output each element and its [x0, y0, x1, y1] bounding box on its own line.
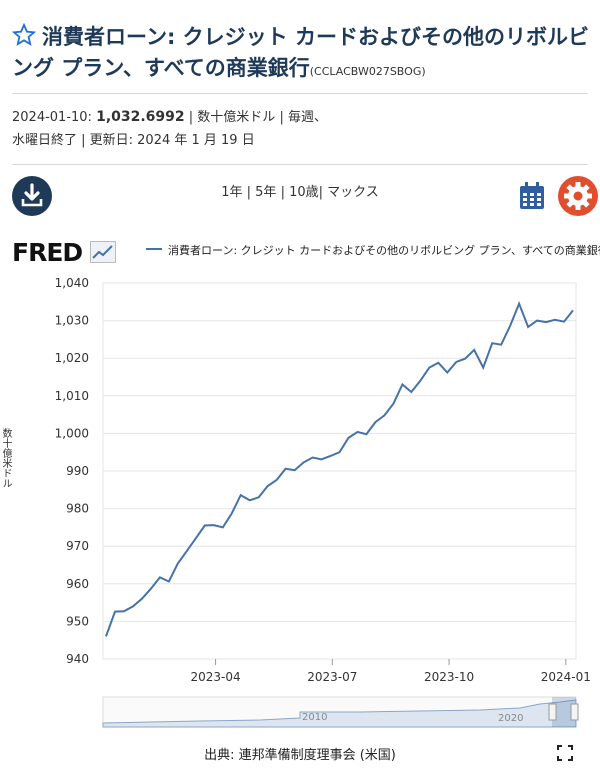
- observation-meta: 2024-01-10: 1,032.6992 | 数十億米ドル | 毎週、 水曜…: [12, 106, 572, 152]
- y-tick-label: 990: [66, 464, 89, 478]
- series-line: [105, 300, 574, 637]
- observation-value: 1,032.6992: [96, 109, 185, 125]
- star-outline-icon[interactable]: [12, 23, 36, 47]
- settings-button[interactable]: [558, 176, 598, 216]
- navigator-handle-right[interactable]: [570, 703, 579, 721]
- y-axis-label: 数十億米ドル: [0, 428, 11, 488]
- observation-date: 2024-01-10:: [12, 110, 92, 125]
- range-10y[interactable]: 10歳: [289, 185, 319, 200]
- units: | 数十億米ドル | 毎週、: [188, 110, 327, 125]
- legend-swatch: [146, 248, 162, 250]
- download-icon: [21, 183, 43, 207]
- chart-logo-icon: [89, 241, 116, 263]
- y-tick-label: 1,010: [55, 389, 89, 403]
- y-tick-label: 1,030: [55, 314, 89, 328]
- calendar-icon[interactable]: [519, 182, 545, 210]
- legend-label: 消費者ローン: クレジット カードおよびその他のリボルビング プラン、すべての商…: [168, 244, 600, 257]
- fred-graph: FRED 消費者ローン: クレジット カードおよびその他のリボルビング プラン、…: [0, 230, 600, 781]
- source-note: 出典: 連邦準備制度理事会 (米国): [204, 748, 396, 763]
- range-navigator[interactable]: 2010 2020: [102, 696, 579, 728]
- divider: [12, 164, 588, 165]
- fred-logo: FRED: [12, 238, 116, 267]
- y-tick-label: 960: [66, 577, 89, 591]
- range-5y[interactable]: 5年: [255, 185, 277, 200]
- series-id: (CCLACBW027SBOG): [309, 65, 426, 78]
- chart-legend: 消費者ローン: クレジット カードおよびその他のリボルビング プラン、すべての商…: [146, 242, 600, 258]
- navigator-label-2010: 2010: [302, 712, 327, 723]
- y-tick-label: 980: [66, 502, 89, 516]
- x-tick-label: 2023-04: [190, 670, 240, 684]
- y-tick-label: 1,020: [55, 351, 89, 365]
- fullscreen-icon[interactable]: [556, 744, 574, 762]
- gear-icon: [564, 182, 592, 210]
- title-text: 消費者ローン: クレジット カードおよびその他のリボルビング プラン、すべての商…: [12, 25, 589, 80]
- y-tick-label: 940: [66, 652, 89, 666]
- range-max[interactable]: マックス: [327, 185, 379, 200]
- y-tick-label: 970: [66, 539, 89, 553]
- x-tick-label: 2023-10: [424, 670, 474, 684]
- navigator-label-2020: 2020: [498, 713, 523, 724]
- x-tick-label: 2024-01: [541, 670, 591, 684]
- y-tick-label: 1,040: [55, 276, 89, 290]
- y-tick-label: 950: [66, 614, 89, 628]
- divider: [12, 93, 588, 94]
- series-title: 消費者ローン: クレジット カードおよびその他のリボルビング プラン、すべての商…: [12, 22, 592, 87]
- range-1y[interactable]: 1年: [221, 185, 243, 200]
- navigator-handle-left[interactable]: [548, 703, 557, 721]
- y-tick-label: 1,000: [55, 426, 89, 440]
- line-chart[interactable]: 940 950 960 970 980 990 1,000 1,010 1,020 1,030 1,…: [0, 230, 600, 745]
- frequency-updated: 水曜日終了 | 更新日: 2024 年 1 月 19 日: [12, 133, 255, 148]
- toolbar: 1年 | 5年 | 10歳| マックス: [0, 172, 600, 222]
- download-button[interactable]: [12, 176, 52, 216]
- date-range-selector: 1年 | 5年 | 10歳| マックス: [221, 185, 379, 200]
- x-tick-label: 2023-07: [307, 670, 357, 684]
